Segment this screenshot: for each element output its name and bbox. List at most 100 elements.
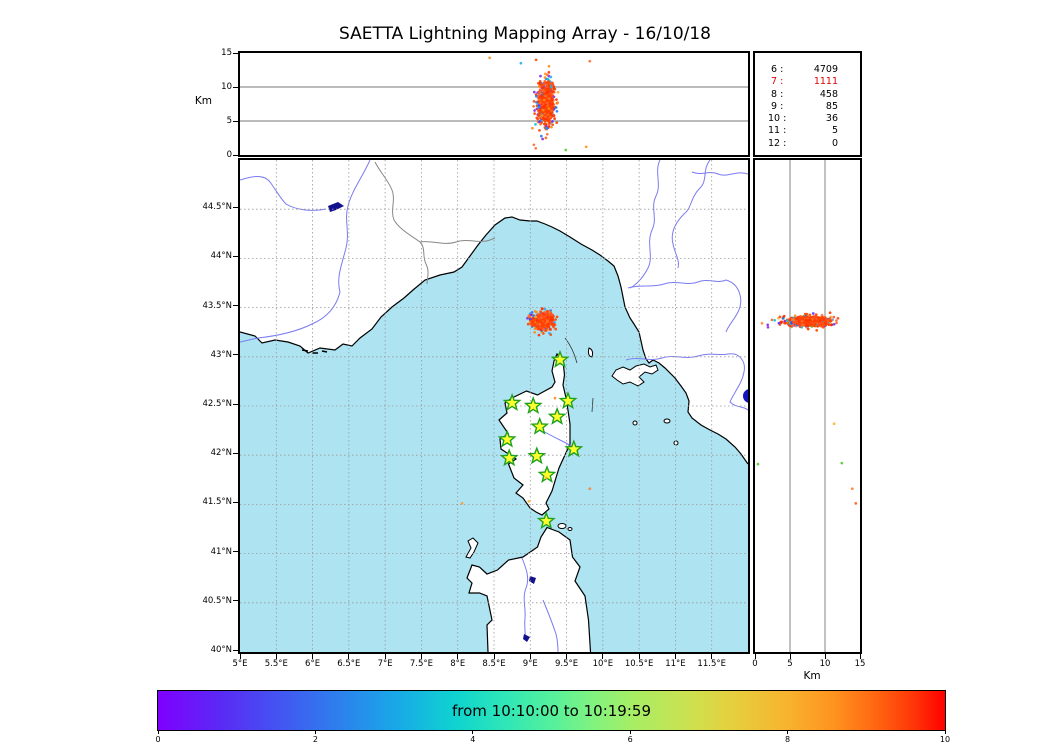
axis-tick bbox=[787, 730, 789, 734]
station-star-icon bbox=[564, 439, 584, 458]
lma-stations bbox=[497, 349, 584, 530]
lon-tick-label: 11°E bbox=[665, 659, 686, 669]
station-star-icon bbox=[547, 406, 567, 425]
colorbar-tick-label: 0 bbox=[155, 735, 161, 744]
lon-tick-label: 5.5°E bbox=[264, 659, 288, 669]
source-count-value: 1111 bbox=[813, 76, 838, 88]
time-window-label: from 10:10:00 to 10:19:59 bbox=[451, 701, 651, 720]
station-star-icon bbox=[530, 416, 550, 435]
source-count-row: 8 : 458 bbox=[768, 89, 838, 101]
coastal-arc-1 bbox=[564, 337, 578, 364]
axis-tick bbox=[711, 654, 713, 659]
altitude-km-label: 6 : bbox=[768, 64, 784, 75]
axis-tick bbox=[859, 654, 861, 659]
station-star-icon bbox=[499, 448, 519, 467]
lon-tick-label: 8.5°E bbox=[482, 659, 506, 669]
page-title: SAETTA Lightning Mapping Array - 16/10/1… bbox=[339, 24, 711, 44]
station-star-icon bbox=[502, 393, 522, 412]
station-star-icon bbox=[550, 349, 570, 368]
lon-tick-label: 8°E bbox=[450, 659, 466, 669]
axis-tick bbox=[233, 403, 238, 405]
colorbar-tick-label: 4 bbox=[470, 735, 476, 744]
rivers bbox=[240, 160, 748, 652]
lat-tick-label: 44.5°N bbox=[202, 202, 232, 213]
lon-tick-label: 10°E bbox=[592, 659, 614, 669]
altitude-km-label: 12 : bbox=[768, 137, 787, 149]
axis-tick bbox=[420, 654, 422, 659]
islands-hyeres bbox=[301, 349, 328, 354]
island-montecristo bbox=[632, 420, 638, 426]
axis-tick bbox=[239, 654, 241, 659]
map-plot bbox=[240, 160, 748, 652]
lake-bolsena bbox=[743, 389, 748, 403]
lat-tick-label: 40.5°N bbox=[202, 595, 232, 606]
axis-tick bbox=[233, 501, 238, 503]
lake-sardinia-2 bbox=[523, 634, 530, 642]
source-count-row: 11 : 5 bbox=[768, 125, 838, 137]
lat-tick-label: 43°N bbox=[210, 349, 232, 360]
alt-tick-label: 10 bbox=[221, 82, 232, 92]
station-star-icon bbox=[497, 429, 517, 448]
axis-tick bbox=[233, 255, 238, 257]
colorbar-tick-label: 2 bbox=[312, 735, 318, 744]
lon-tick-label: 9°E bbox=[522, 659, 538, 669]
lon-tick-label: 6°E bbox=[305, 659, 321, 669]
island-caprera bbox=[567, 527, 573, 531]
source-count-row: 9 : 85 bbox=[768, 101, 838, 113]
source-count-value: 0 bbox=[831, 137, 838, 149]
map-gridlines bbox=[240, 160, 748, 652]
colorbar-tick-label: 8 bbox=[785, 735, 791, 744]
altitude-longitude-panel bbox=[238, 51, 750, 157]
altitude-km-label: 9 : bbox=[768, 100, 784, 112]
altitude-latitude-plot bbox=[756, 160, 858, 652]
right-panel-km-label: Km bbox=[803, 670, 821, 682]
lon-tick-label: 6.5°E bbox=[337, 659, 361, 669]
axis-tick bbox=[457, 654, 459, 659]
altitude-longitude-plot bbox=[240, 56, 748, 152]
lake-sardinia-1 bbox=[529, 576, 536, 584]
island-sardinia-fill bbox=[467, 527, 591, 652]
lat-tick-label: 42°N bbox=[210, 448, 232, 459]
axis-tick bbox=[233, 120, 238, 122]
source-count-value: 5 bbox=[831, 125, 838, 137]
altitude-km-label: 11 : bbox=[768, 125, 787, 137]
station-star-icon bbox=[523, 396, 543, 415]
axis-tick bbox=[233, 206, 238, 208]
axis-tick bbox=[674, 654, 676, 659]
axis-tick bbox=[493, 654, 495, 659]
axis-tick bbox=[566, 654, 568, 659]
colorbar-tick-label: 10 bbox=[939, 735, 951, 744]
lat-tick-label: 41.5°N bbox=[202, 497, 232, 508]
lat-tick-label: 44°N bbox=[210, 251, 232, 262]
source-count-value: 85 bbox=[825, 100, 838, 112]
axis-tick bbox=[233, 52, 238, 54]
lon-tick-label: 10.5°E bbox=[624, 659, 654, 669]
lon-tick-label: 9.5°E bbox=[554, 659, 579, 669]
lon-tick-label: 5°E bbox=[232, 659, 248, 669]
axis-tick bbox=[944, 730, 946, 734]
source-count-value: 4709 bbox=[813, 64, 838, 75]
top-panel-km-label: Km bbox=[194, 95, 212, 107]
station-star-icon bbox=[536, 511, 556, 530]
source-count-row: 7 : 1111 bbox=[768, 76, 838, 88]
km-tick-label: 15 bbox=[854, 659, 866, 669]
country-borders bbox=[374, 161, 496, 285]
lat-tick-label: 40°N bbox=[210, 645, 232, 655]
axis-tick bbox=[312, 654, 314, 659]
axis-tick bbox=[629, 730, 631, 734]
km-tick-label: 0 bbox=[752, 659, 758, 669]
alt-tick-label: 0 bbox=[226, 150, 232, 160]
island-elba bbox=[611, 363, 659, 387]
axis-tick bbox=[275, 654, 277, 659]
km-tick-label: 5 bbox=[787, 659, 793, 669]
axis-tick bbox=[233, 649, 238, 651]
source-count-value: 36 bbox=[825, 113, 838, 125]
axis-tick bbox=[638, 654, 640, 659]
mainland-fill bbox=[240, 160, 748, 464]
source-count-row: 6 : 4709 bbox=[768, 64, 838, 76]
map-scatter bbox=[460, 307, 592, 505]
axis-tick bbox=[529, 654, 531, 659]
source-count-row: 10 : 36 bbox=[768, 113, 838, 125]
